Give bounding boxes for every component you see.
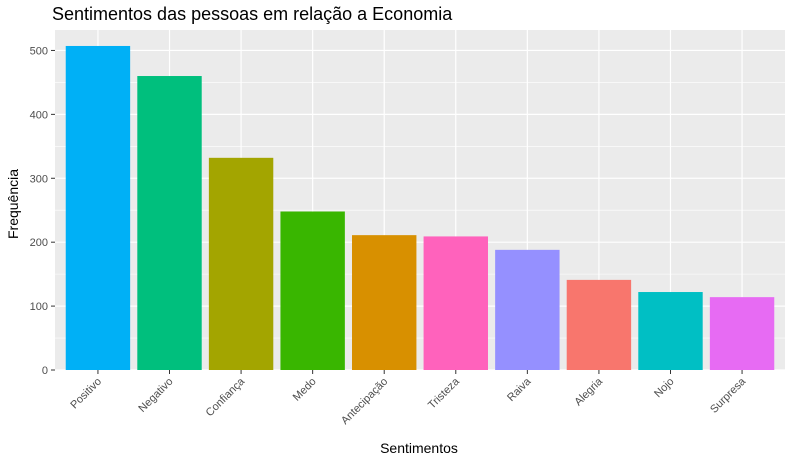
y-tick-label: 100 [30, 301, 48, 313]
bar-confiança [208, 157, 274, 370]
y-axis-title: Frequência [5, 169, 21, 239]
x-tick-label: Medo [291, 376, 319, 404]
bar-nojo [638, 292, 703, 370]
bar-negativo [137, 76, 202, 370]
bar-raiva [495, 249, 560, 370]
bar-alegria [566, 279, 632, 370]
bars [65, 45, 775, 370]
chart-title: Sentimentos das pessoas em relação a Eco… [52, 4, 453, 24]
y-tick-label: 300 [30, 173, 48, 185]
y-axis: 0 100 200 300 400 500 [30, 45, 55, 377]
x-tick-label: Confiança [204, 375, 248, 419]
x-tick-label: Alegria [572, 375, 605, 408]
y-tick-label: 200 [30, 237, 48, 249]
x-tick-label: Tristeza [426, 375, 462, 411]
bar-positivo [65, 45, 131, 370]
x-tick-label: Raiva [505, 375, 534, 404]
x-tick-label: Positivo [68, 376, 104, 412]
bar-tristeza [423, 236, 488, 370]
bar-surpresa [709, 297, 775, 370]
x-tick-label: Antecipação [339, 376, 390, 427]
x-tick-label: Nojo [652, 376, 676, 400]
x-tick-label: Surpresa [708, 375, 749, 416]
y-tick-label: 400 [30, 109, 48, 121]
y-tick-label: 0 [42, 365, 48, 377]
x-axis: Positivo Negativo Confiança Medo Antecipação… [68, 370, 749, 427]
x-axis-title: Sentimentos [380, 440, 458, 456]
y-tick-label: 500 [30, 45, 48, 57]
bar-antecipação [352, 235, 417, 370]
bar-medo [280, 211, 345, 370]
x-tick-label: Negativo [136, 376, 175, 415]
